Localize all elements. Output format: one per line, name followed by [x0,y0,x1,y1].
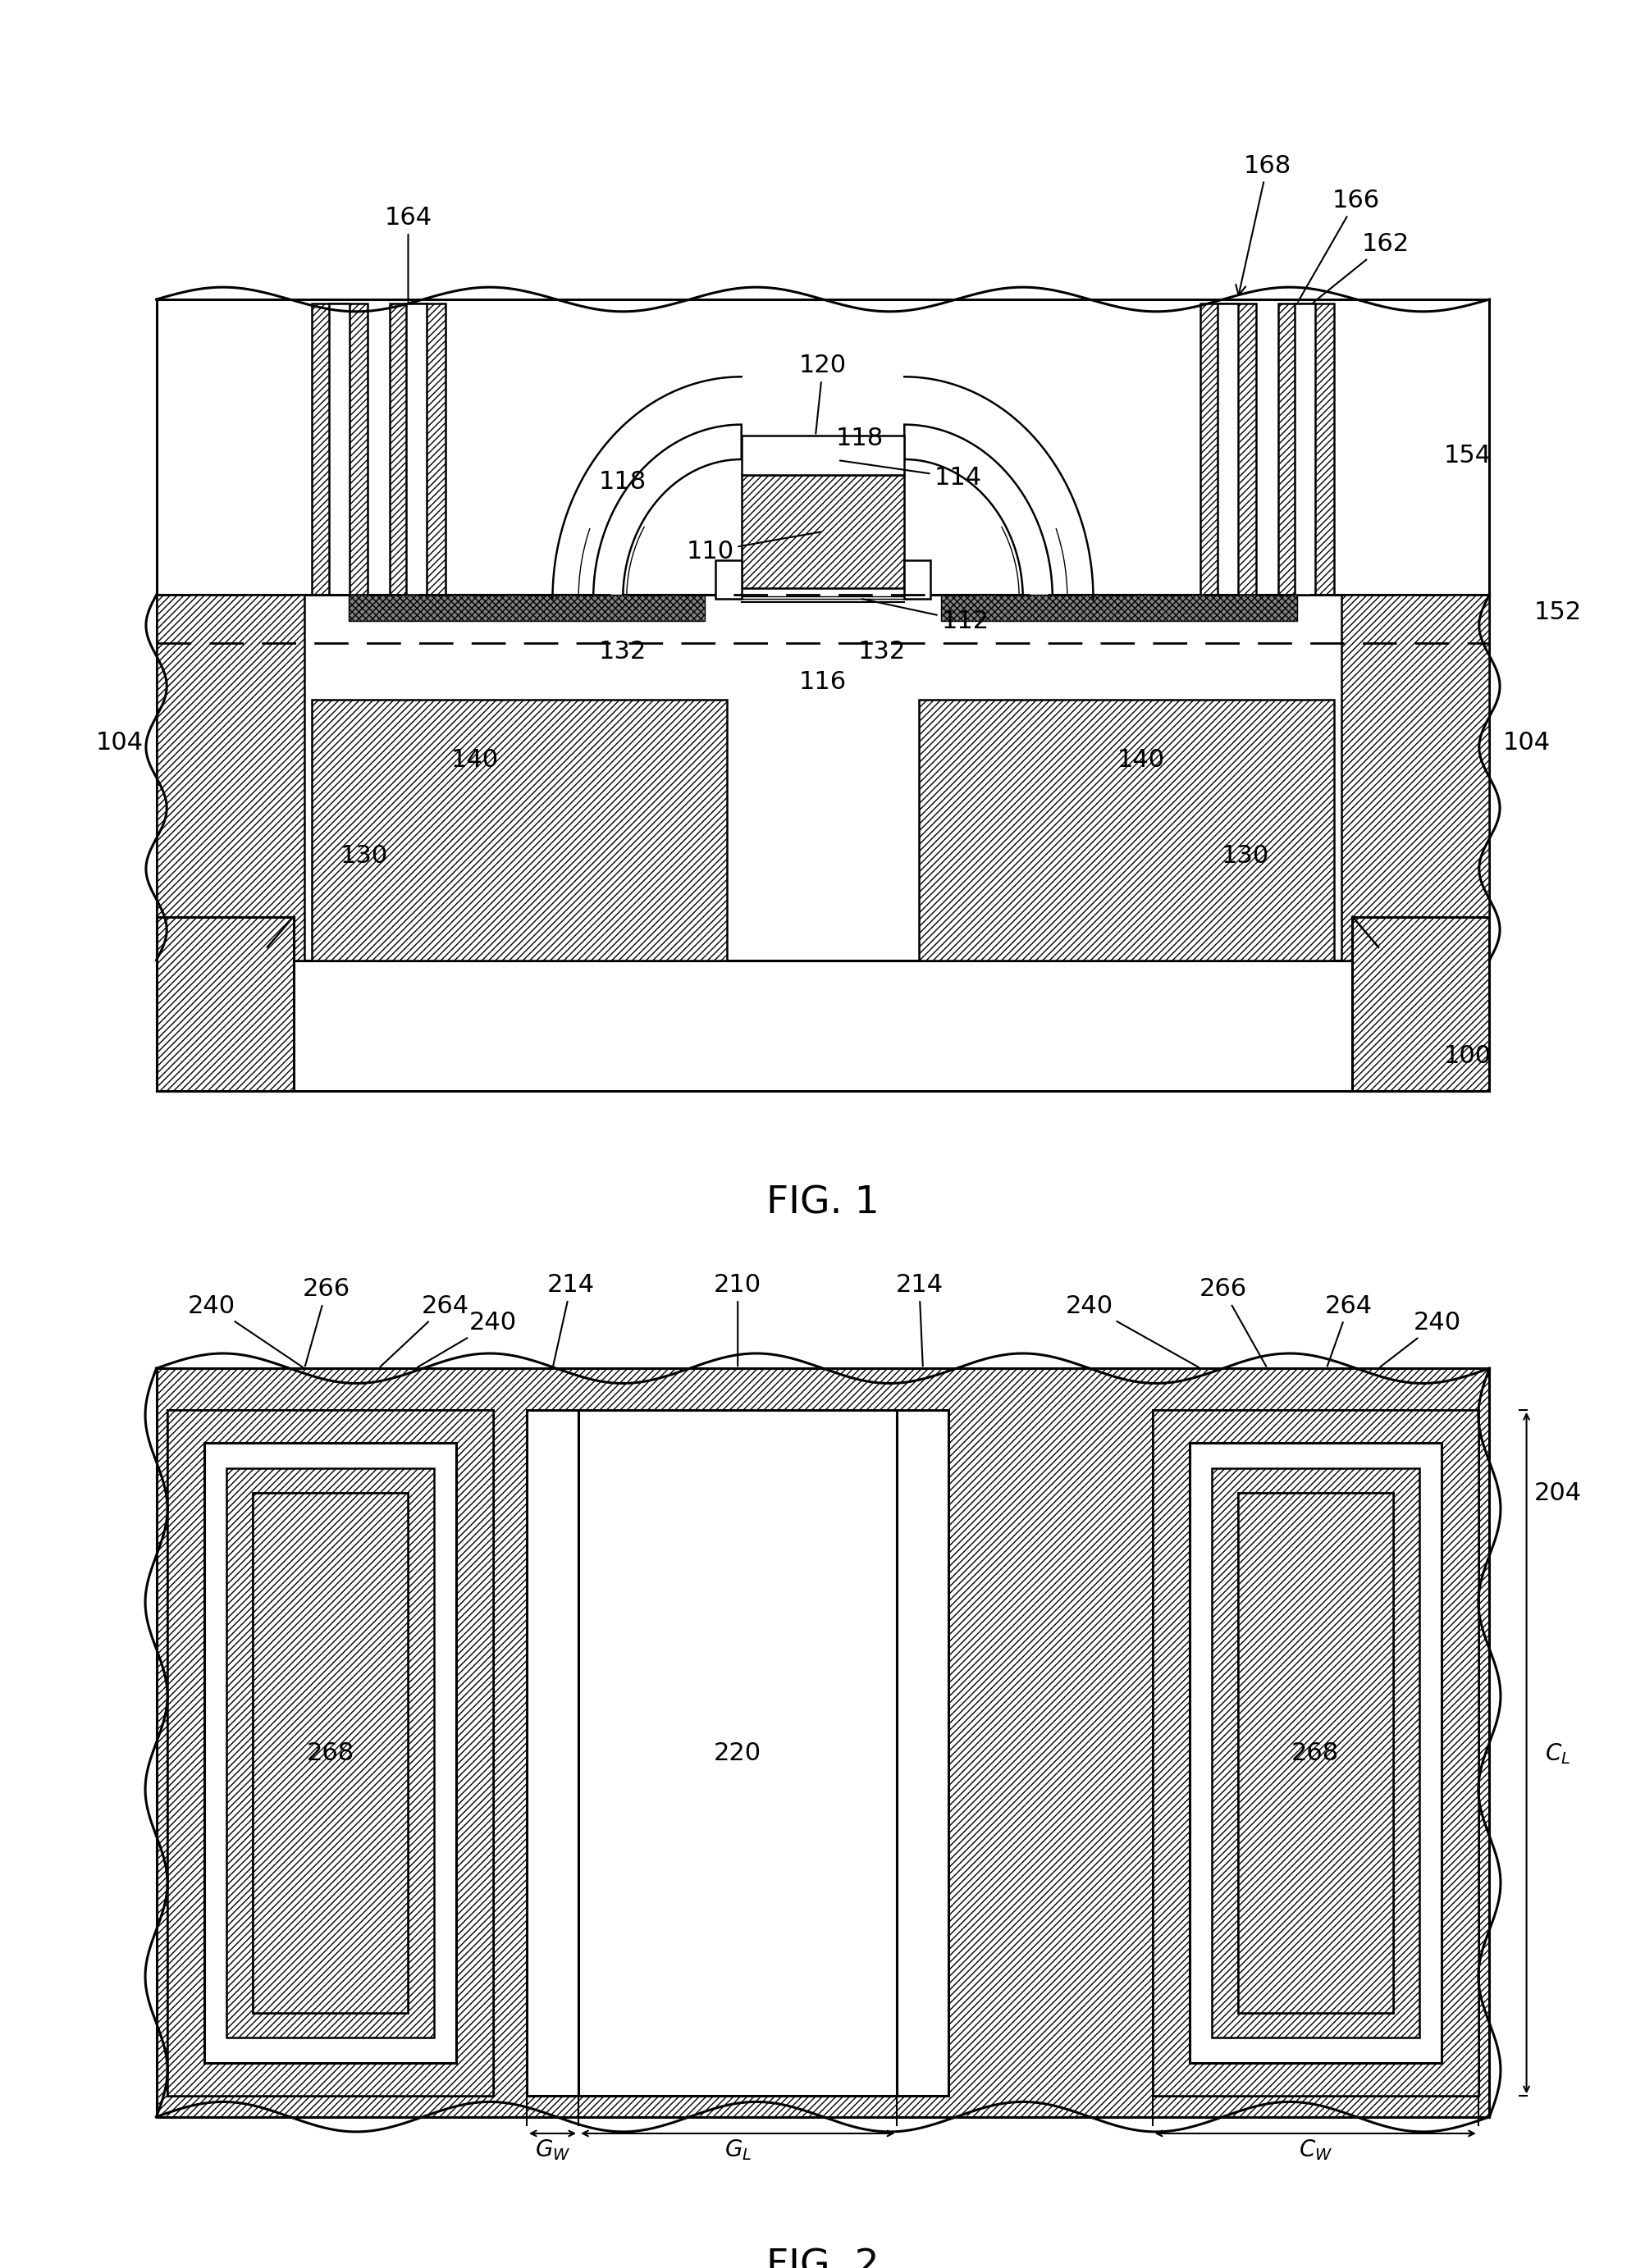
Bar [253,1492,408,2014]
Text: 214: 214 [548,1272,594,1365]
Text: 132: 132 [599,640,646,662]
Text: 240: 240 [1380,1311,1461,1368]
Bar [1189,1442,1441,2064]
Bar [1237,1492,1393,2014]
Bar [156,959,1489,1091]
Text: 120: 120 [799,354,846,433]
Text: $C_L$: $C_L$ [1545,1742,1569,1765]
Text: 114: 114 [839,460,980,490]
Bar [156,594,304,959]
Text: 110: 110 [686,533,821,562]
Text: 164: 164 [385,206,431,302]
Polygon shape [592,424,740,599]
Text: 130: 130 [1221,844,1268,869]
Bar [156,594,1489,959]
Text: 154: 154 [1443,445,1490,467]
Bar [897,1411,949,2096]
Text: 140: 140 [451,748,498,771]
Bar [579,1411,897,2096]
Text: 240: 240 [418,1311,517,1368]
Text: $G_W$: $G_W$ [535,2139,571,2161]
Bar [156,1368,1489,2116]
Bar [526,1411,579,2096]
Bar [1295,304,1314,594]
Polygon shape [716,560,740,599]
Text: 264: 264 [1324,1295,1372,1365]
Bar [313,699,727,959]
Text: 130: 130 [339,844,388,869]
Text: 132: 132 [857,640,906,662]
Bar [168,1411,494,2096]
Bar [1217,304,1237,594]
Bar [918,699,1332,959]
Bar [329,304,349,594]
Bar [1211,1467,1418,2037]
Bar [1152,1411,1477,2096]
Bar [168,1411,494,2096]
Text: 166: 166 [1298,188,1379,302]
Bar [313,304,367,594]
Text: 100: 100 [1443,1043,1490,1068]
Text: $G_L$: $G_L$ [724,2139,752,2161]
Text: 204: 204 [1533,1481,1581,1506]
Text: 104: 104 [95,730,143,755]
Bar [734,587,911,599]
Polygon shape [905,560,929,599]
Text: FIG. 1: FIG. 1 [767,1186,878,1222]
Text: 240: 240 [188,1295,303,1368]
Text: 168: 168 [1235,154,1291,295]
Bar [253,1492,408,2014]
Text: 214: 214 [895,1272,943,1365]
Text: 268: 268 [1291,1742,1339,1765]
Bar [1201,304,1255,594]
Bar [1352,916,1489,1091]
Text: 210: 210 [714,1272,762,1365]
Bar [406,304,426,594]
Bar [156,916,293,1091]
Text: 266: 266 [1199,1277,1265,1365]
Text: 268: 268 [306,1742,354,1765]
Text: 116: 116 [799,669,846,694]
Text: FIG. 2: FIG. 2 [767,2248,878,2268]
Text: 240: 240 [1066,1295,1198,1368]
Text: 118: 118 [599,469,646,494]
Text: 152: 152 [1533,601,1581,624]
Bar [1152,1411,1477,2096]
Bar [1278,304,1334,594]
Polygon shape [905,424,1053,599]
Bar [941,594,1296,621]
Bar [349,594,704,621]
Bar [390,304,446,594]
Bar [156,299,1489,594]
Bar [734,587,911,599]
Text: 140: 140 [1117,748,1165,771]
Bar [579,1411,897,2096]
Text: $C_W$: $C_W$ [1298,2139,1332,2161]
Bar [204,1442,456,2064]
Text: 220: 220 [714,1742,762,1765]
Bar [1341,594,1489,959]
Text: 266: 266 [303,1277,350,1365]
Text: 162: 162 [1313,231,1408,302]
Text: 264: 264 [380,1295,469,1368]
Bar [1237,1492,1393,2014]
Text: 112: 112 [862,599,989,633]
Text: 118: 118 [836,426,883,451]
Bar [227,1467,434,2037]
Text: 104: 104 [1502,730,1550,755]
Bar [740,474,905,587]
Bar [740,435,905,474]
